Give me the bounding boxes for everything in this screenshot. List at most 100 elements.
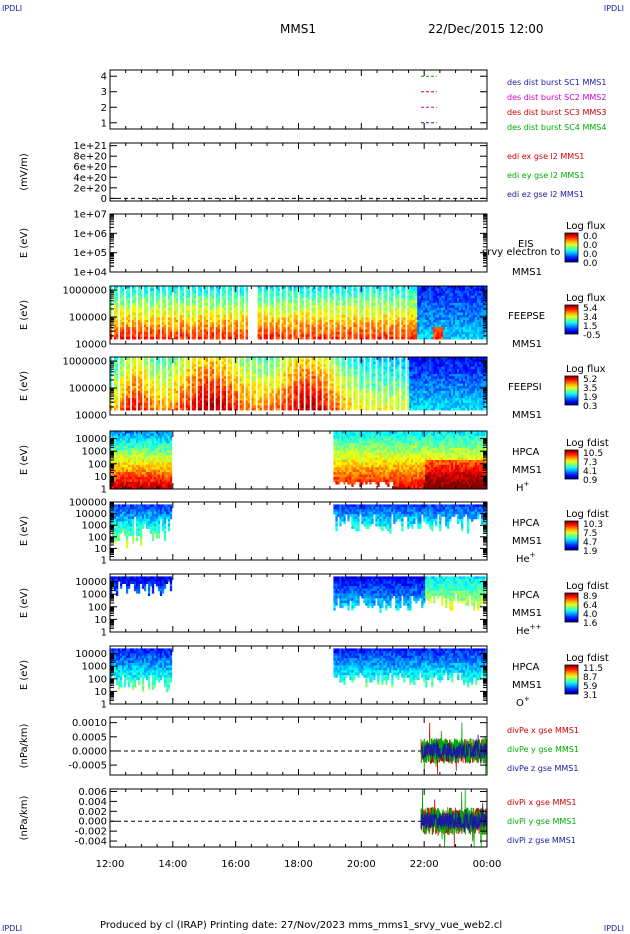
- spec-cell: [467, 336, 470, 340]
- spec-cell: [245, 402, 248, 406]
- spec-cell: [233, 381, 236, 384]
- spec-cell: [145, 376, 149, 380]
- spec-cell: [163, 366, 167, 370]
- spec-cell: [155, 373, 159, 377]
- spec-cell: [119, 293, 123, 296]
- spec-cell: [337, 307, 340, 311]
- spec-cell: [349, 293, 352, 296]
- spec-cell: [245, 381, 248, 384]
- spec-cell: [311, 310, 314, 313]
- spec-cell: [239, 357, 242, 360]
- spec-cell: [173, 361, 177, 365]
- spec-cell: [323, 312, 326, 316]
- spec-cell: [227, 293, 230, 296]
- spec-cell: [110, 305, 113, 309]
- spec-cell: [305, 302, 308, 306]
- spec-cell: [215, 402, 219, 406]
- spec-cell: [229, 357, 232, 360]
- spec-cell: [471, 331, 474, 335]
- spec-cell: [157, 300, 161, 304]
- spec-cell: [271, 381, 274, 384]
- spec-cell: [389, 329, 392, 333]
- spec-cell: [247, 407, 250, 411]
- spec-cell: [199, 398, 203, 401]
- spec-cell: [127, 398, 131, 401]
- spec-cell: [155, 371, 159, 375]
- spec-cell: [209, 393, 213, 396]
- spec-cell: [317, 393, 320, 396]
- spec-cell: [169, 317, 173, 321]
- spec-cell: [125, 334, 129, 338]
- spec-cell: [229, 298, 232, 301]
- spec-cell: [193, 288, 197, 292]
- spec-cell: [229, 310, 232, 313]
- spec-cell: [211, 393, 215, 396]
- spec-cell: [221, 373, 224, 377]
- spec-cell: [155, 386, 159, 389]
- spec-cell: [179, 310, 183, 313]
- spec-cell: [463, 334, 466, 338]
- spec-cell: [113, 290, 117, 294]
- spec-cell: [407, 295, 410, 299]
- spec-cell: [143, 405, 147, 409]
- spec-cell: [110, 383, 113, 387]
- spec-cell: [389, 312, 392, 316]
- spec-cell: [151, 364, 155, 367]
- spec-cell: [283, 361, 286, 365]
- spec-cell: [361, 331, 364, 335]
- spec-cell: [167, 322, 171, 325]
- spec-cell: [241, 331, 244, 335]
- spec-cell: [407, 327, 410, 330]
- spec-cell: [441, 305, 444, 309]
- spec-cell: [125, 359, 129, 363]
- spec-cell: [471, 286, 474, 289]
- spec-cell: [143, 366, 147, 370]
- spec-cell: [257, 329, 260, 333]
- spec-cell: [199, 319, 203, 323]
- spec-cell: [343, 302, 346, 306]
- spec-cell: [421, 324, 424, 328]
- spec-cell: [263, 407, 266, 411]
- spec-cell: [397, 312, 400, 316]
- spec-cell: [163, 312, 167, 316]
- spec-cell: [115, 315, 119, 318]
- spec-cell: [359, 324, 362, 328]
- spec-cell: [229, 288, 232, 292]
- spec-cell: [423, 295, 426, 299]
- spec-cell: [203, 315, 207, 318]
- spec-cell: [301, 298, 304, 301]
- spec-cell: [271, 327, 274, 330]
- spec-cell: [435, 288, 438, 292]
- spec-cell: [241, 357, 244, 360]
- spec-cell: [169, 381, 173, 384]
- spec-cell: [265, 376, 268, 380]
- spec-cell: [137, 393, 141, 396]
- spec-cell: [459, 302, 462, 306]
- spec-cell: [435, 300, 438, 304]
- spec-cell: [377, 312, 380, 316]
- spec-cell: [185, 307, 189, 311]
- spec-cell: [179, 366, 183, 370]
- spec-cell: [145, 290, 149, 294]
- y-axis-label: (mV/m): [19, 153, 30, 191]
- spec-cell: [221, 305, 224, 309]
- spec-cell: [229, 295, 232, 299]
- spec-cell: [335, 286, 338, 289]
- spec-cell: [215, 290, 219, 294]
- spec-cell: [143, 319, 147, 323]
- spec-cell: [317, 295, 320, 299]
- spec-cell: [227, 322, 230, 325]
- spec-cell: [367, 329, 370, 333]
- spec-cell: [257, 402, 260, 406]
- spec-cell: [227, 390, 230, 394]
- spec-cell: [263, 312, 266, 316]
- spec-cell: [265, 312, 268, 316]
- spec-cell: [441, 322, 444, 325]
- spec-cell: [293, 312, 296, 316]
- spec-cell: [307, 357, 310, 360]
- spec-cell: [289, 315, 292, 318]
- spec-cell: [173, 359, 177, 363]
- spec-cell: [167, 307, 171, 311]
- spec-cell: [131, 305, 135, 309]
- spec-cell: [271, 373, 274, 377]
